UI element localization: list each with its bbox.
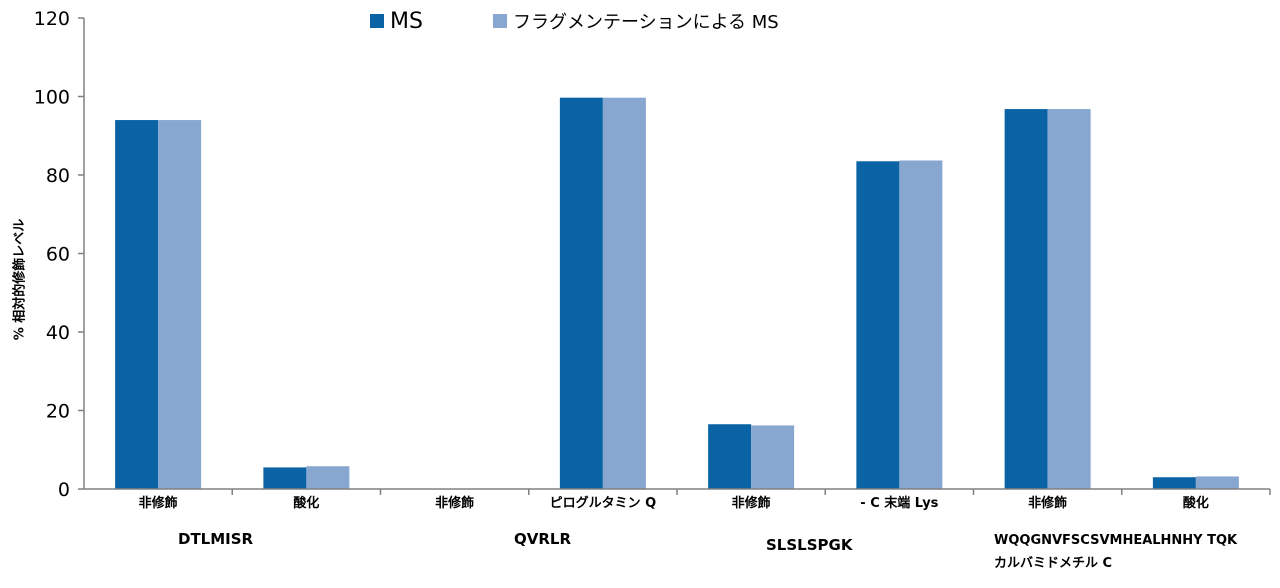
bar-fragmentation-ms — [751, 425, 795, 489]
y-tick-label: 0 — [58, 479, 70, 501]
legend-swatch-ms — [370, 14, 384, 28]
legend-item-fragmentation-ms: フラグメンテーションによる MS — [492, 8, 779, 34]
legend-swatch-fragmentation-ms — [492, 14, 507, 28]
y-axis: 0 20 40 60 80 100 120 — [34, 8, 85, 501]
bars — [115, 97, 1239, 490]
legend-item-ms: MS — [370, 9, 423, 34]
bar-ms — [708, 424, 752, 489]
bar-ms — [1152, 477, 1196, 489]
x-tick-label: 非修飾 — [1028, 495, 1067, 511]
bar-fragmentation-ms — [602, 97, 646, 490]
bar-fragmentation-ms — [1047, 109, 1091, 489]
group-label-qvrlr: QVRLR — [514, 530, 572, 548]
x-tick-label: 酸化 — [293, 495, 319, 511]
group-label-wqqg-line2: カルバミドメチル C — [994, 556, 1113, 571]
y-tick-label: 120 — [34, 8, 70, 30]
x-tick-label: 非修飾 — [435, 495, 474, 511]
group-label-slslspgk: SLSLSPGK — [766, 536, 853, 554]
bar-ms — [856, 161, 900, 489]
bar-ms — [1004, 109, 1048, 489]
y-tick-label: 100 — [34, 87, 70, 109]
x-tick-label: - C 末端 Lys — [860, 495, 938, 511]
legend-label-ms: MS — [390, 8, 423, 34]
group-label-wqqg-line1: WQQGNVFSCSVMHEALHNHY TQK — [994, 533, 1238, 548]
bar-fragmentation-ms — [306, 466, 350, 489]
bar-fragmentation-ms — [899, 160, 943, 490]
bar-ms — [559, 97, 603, 490]
legend: MS フラグメンテーションによる MS — [370, 8, 849, 34]
bar-ms — [263, 467, 307, 489]
x-tick-label: 酸化 — [1183, 495, 1209, 511]
legend-label-fragmentation-ms: フラグメンテーションによる MS — [512, 12, 779, 33]
x-tick-label: ピログルタミン Q — [550, 495, 657, 511]
y-tick-label: 80 — [46, 165, 70, 187]
bar-ms — [115, 120, 159, 490]
group-label-wqqg: WQQGNVFSCSVMHEALHNHY TQK カルバミドメチル C — [994, 533, 1237, 571]
y-axis-label: % 相対的修飾レベル — [12, 218, 28, 341]
x-axis: 非修飾 酸化 非修飾 ピログルタミン Q 非修飾 - C 末端 Lys 非修飾 酸化 — [84, 488, 1271, 511]
x-tick-label: 非修飾 — [139, 495, 178, 511]
bar-fragmentation-ms — [1195, 476, 1239, 489]
y-tick-label: 20 — [46, 401, 70, 423]
x-tick-label: 非修飾 — [732, 495, 771, 511]
y-tick-label: 40 — [46, 322, 70, 344]
bar-fragmentation-ms — [158, 120, 202, 490]
y-tick-label: 60 — [46, 244, 70, 266]
group-label-dtlmisr: DTLMISR — [178, 530, 254, 548]
